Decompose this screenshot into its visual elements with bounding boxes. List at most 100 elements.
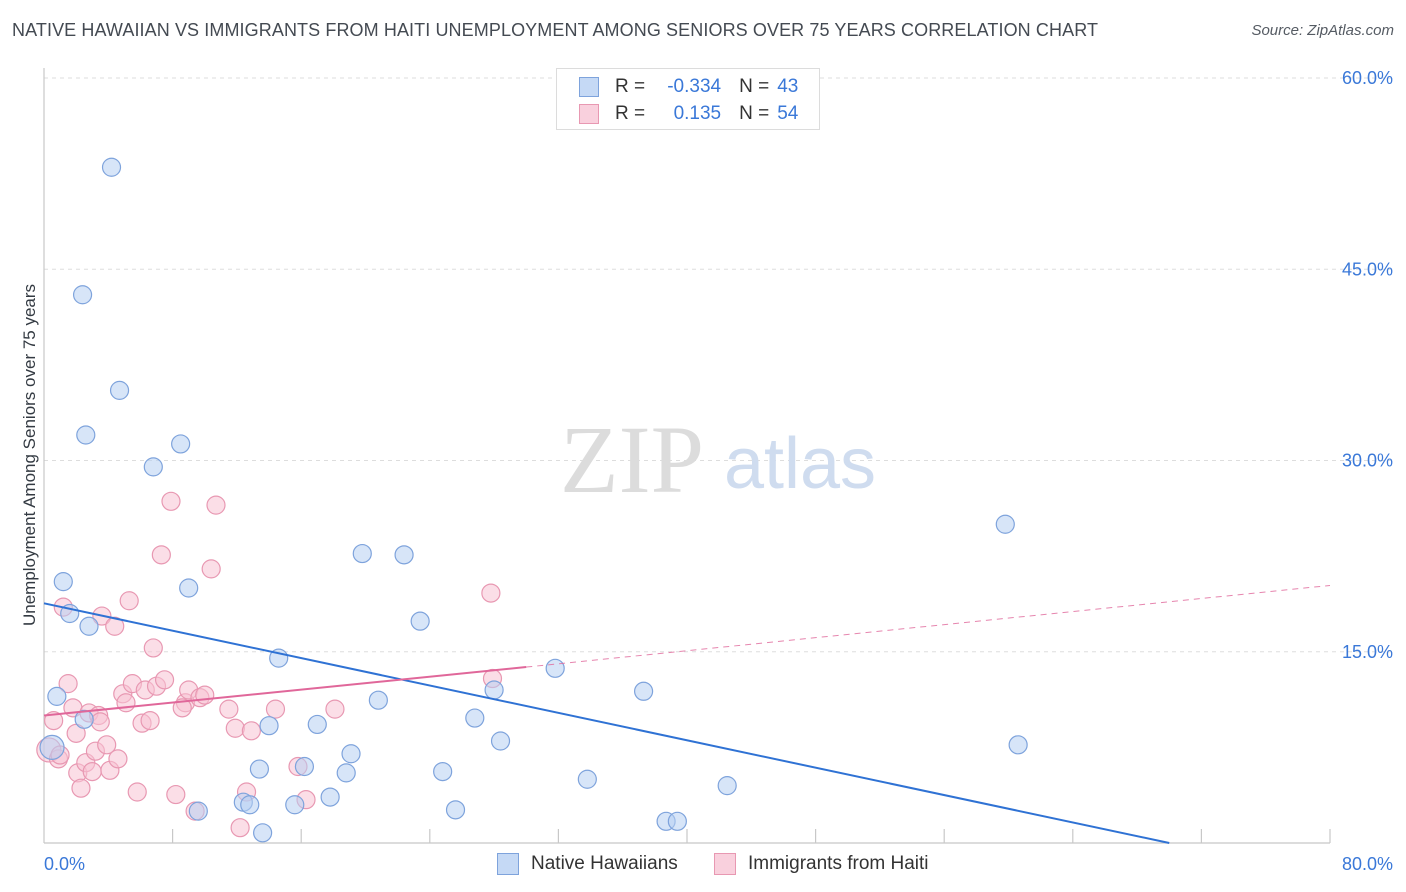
point-haiti xyxy=(219,699,239,719)
point-native-hawaiians xyxy=(171,434,191,454)
point-haiti xyxy=(151,545,171,565)
point-native-hawaiians xyxy=(433,761,453,782)
point-native-hawaiians xyxy=(341,744,361,764)
point-haiti xyxy=(90,712,110,732)
point-native-hawaiians xyxy=(995,514,1015,534)
point-native-hawaiians xyxy=(633,681,654,701)
trendline-native-hawaiians xyxy=(43,602,1170,844)
point-haiti xyxy=(195,685,215,705)
point-native-hawaiians xyxy=(101,157,122,177)
point-native-hawaiians xyxy=(179,578,199,598)
y-tick-label: 30.0% xyxy=(1342,451,1393,471)
point-native-hawaiians xyxy=(490,731,511,751)
point-native-hawaiians xyxy=(320,787,340,807)
point-native-hawaiians xyxy=(259,716,279,736)
legend-row-native-hawaiians: R = -0.334 N = 43 xyxy=(579,75,798,99)
legend-r-label: R = xyxy=(615,103,646,124)
y-tick-label: 60.0% xyxy=(1342,68,1393,88)
bottom-legend-label: Immigrants from Haiti xyxy=(748,853,929,874)
point-haiti xyxy=(119,591,139,611)
point-haiti xyxy=(143,638,163,658)
legend-n-label: N = xyxy=(739,76,770,97)
point-native-hawaiians xyxy=(79,616,99,636)
point-native-hawaiians xyxy=(285,795,305,815)
point-haiti xyxy=(241,721,261,741)
point-haiti xyxy=(201,559,221,579)
watermark-zip: ZIP xyxy=(560,406,704,513)
watermark-atlas: atlas xyxy=(724,424,876,504)
point-native-hawaiians xyxy=(39,734,65,760)
axes xyxy=(43,68,1331,844)
legend-row-haiti: R = 0.135 N = 54 xyxy=(579,102,798,126)
trend-lines xyxy=(43,584,1331,844)
point-native-hawaiians xyxy=(445,800,466,820)
point-native-hawaiians xyxy=(484,680,504,700)
point-haiti xyxy=(105,616,125,636)
legend-r-label: R = xyxy=(615,76,646,97)
point-native-hawaiians xyxy=(240,795,260,815)
point-haiti xyxy=(97,735,117,755)
chart-title: NATIVE HAWAIIAN VS IMMIGRANTS FROM HAITI… xyxy=(12,20,1099,40)
point-haiti xyxy=(161,491,181,511)
bottom-legend-label: Native Hawaiians xyxy=(531,853,678,874)
point-haiti xyxy=(140,710,160,731)
point-haiti xyxy=(265,699,286,719)
point-native-hawaiians xyxy=(47,686,67,706)
point-native-hawaiians xyxy=(336,763,356,783)
point-haiti xyxy=(58,674,78,694)
legend-swatch-pink xyxy=(579,104,599,124)
bottom-legend-swatch-blue xyxy=(497,853,519,875)
x-tick-label: 0.0% xyxy=(44,854,85,874)
trendline-haiti-extended xyxy=(526,584,1331,668)
point-haiti xyxy=(481,583,501,603)
tick-labels: 15.0% 30.0% 45.0% 60.0% 0.0% 80.0% xyxy=(44,68,1393,874)
point-haiti xyxy=(154,670,175,690)
bottom-legend-native-hawaiians: Native Hawaiians xyxy=(497,852,678,876)
gridlines xyxy=(44,77,1392,653)
point-native-hawaiians xyxy=(368,690,388,710)
correlation-legend: R = -0.334 N = 43 R = 0.135 N = 54 xyxy=(556,68,820,130)
point-native-hawaiians xyxy=(394,545,414,565)
watermark: ZIP atlas xyxy=(560,406,876,513)
point-native-hawaiians xyxy=(109,380,130,400)
legend-n-value: 43 xyxy=(777,76,799,97)
point-native-hawaiians xyxy=(143,457,163,477)
point-native-hawaiians xyxy=(76,425,96,445)
point-native-hawaiians xyxy=(72,285,93,305)
point-haiti xyxy=(206,495,226,515)
point-haiti xyxy=(325,699,345,719)
point-haiti xyxy=(172,698,192,718)
point-native-hawaiians xyxy=(307,714,327,735)
point-haiti xyxy=(166,784,186,805)
bottom-legend-haiti: Immigrants from Haiti xyxy=(714,852,929,876)
legend-r-value: 0.135 xyxy=(673,103,722,124)
point-haiti xyxy=(127,782,147,802)
legend-n-value: 54 xyxy=(777,103,799,124)
point-native-hawaiians xyxy=(717,776,737,796)
x-tick-label: 80.0% xyxy=(1342,854,1393,874)
legend-n-label: N = xyxy=(739,103,770,124)
point-haiti xyxy=(71,778,91,798)
point-native-hawaiians xyxy=(253,823,273,843)
point-haiti xyxy=(82,761,102,782)
point-haiti xyxy=(116,693,136,713)
point-native-hawaiians xyxy=(465,708,485,728)
point-native-hawaiians xyxy=(577,769,597,789)
point-native-hawaiians xyxy=(1008,735,1028,755)
point-native-hawaiians xyxy=(667,811,687,831)
point-native-hawaiians xyxy=(249,759,270,779)
point-native-hawaiians xyxy=(352,543,372,564)
point-native-hawaiians xyxy=(294,756,315,777)
source-credit: Source: ZipAtlas.com xyxy=(1251,22,1394,39)
point-native-hawaiians xyxy=(410,611,430,631)
point-haiti xyxy=(108,749,128,769)
point-haiti xyxy=(44,710,64,731)
point-haiti xyxy=(225,718,245,738)
trendline-haiti xyxy=(43,666,527,717)
point-native-hawaiians xyxy=(545,658,565,678)
data-points xyxy=(36,157,1028,843)
legend-r-value: -0.334 xyxy=(667,76,722,97)
point-native-hawaiians xyxy=(74,709,94,729)
point-native-hawaiians xyxy=(53,572,73,592)
